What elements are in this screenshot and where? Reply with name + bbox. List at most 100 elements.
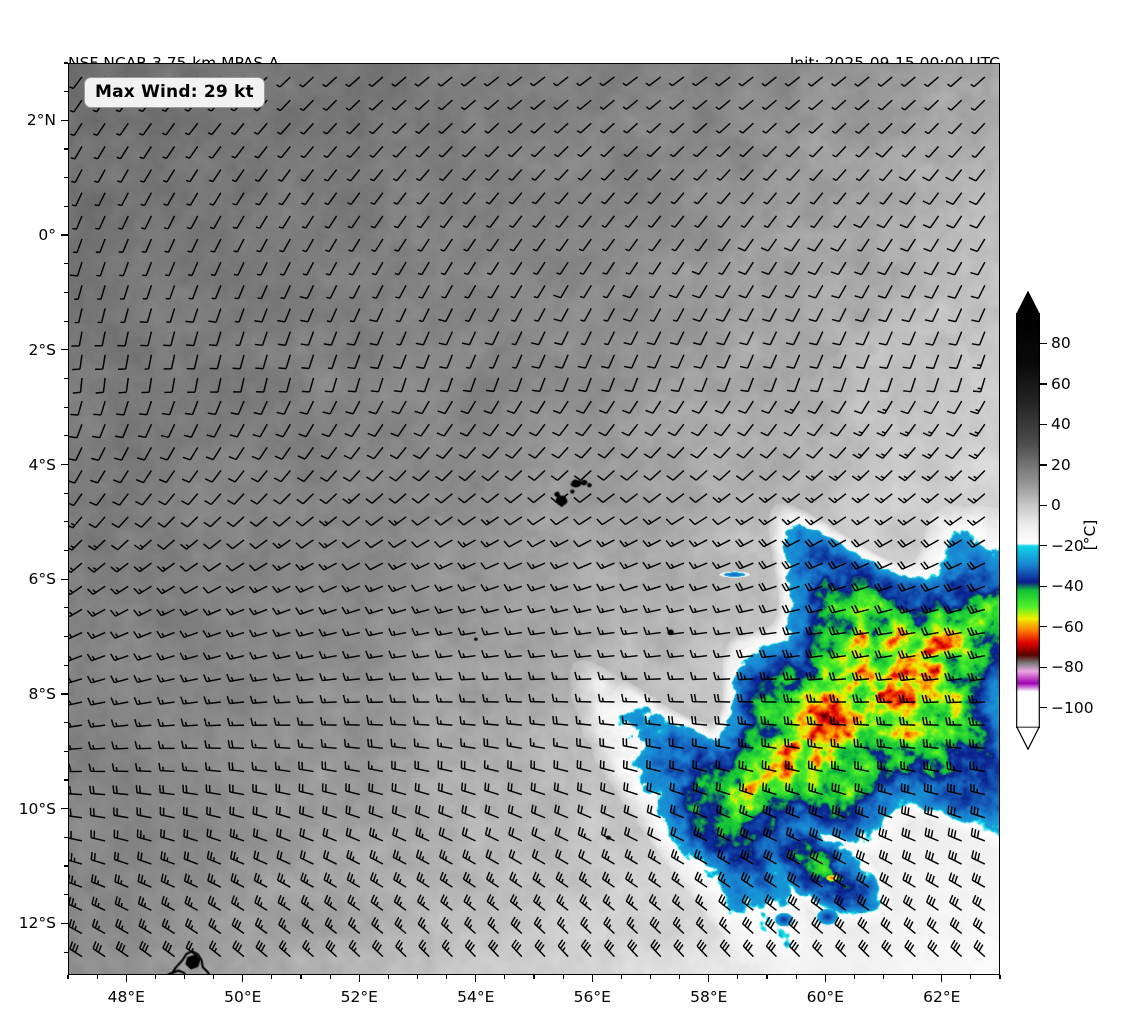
- colorbar-extend-max-arrow: [1015, 290, 1041, 315]
- colorbar-tick-label: 0: [1051, 496, 1061, 515]
- y-major-tick: [61, 349, 68, 351]
- x-tick-label: 50°E: [224, 988, 262, 1006]
- y-minor-tick: [64, 779, 68, 781]
- y-major-tick: [61, 693, 68, 695]
- colorbar-tick: [1040, 545, 1047, 547]
- y-tick-label: 2°S: [28, 340, 56, 359]
- y-minor-tick: [64, 750, 68, 752]
- y-minor-tick: [64, 406, 68, 408]
- y-minor-tick: [64, 951, 68, 953]
- y-tick-label: 12°S: [18, 914, 56, 933]
- y-tick-label: 6°S: [28, 570, 56, 589]
- y-major-tick: [61, 463, 68, 466]
- y-tick-label: 2°N: [26, 111, 56, 130]
- colorbar-tick: [1040, 666, 1047, 668]
- x-minor-tick: [999, 975, 1001, 979]
- y-minor-tick: [64, 836, 68, 838]
- y-tick-label: 8°S: [28, 684, 56, 703]
- colorbar-tick-label: 80: [1051, 334, 1071, 353]
- x-major-tick: [824, 975, 826, 982]
- y-minor-tick: [64, 263, 68, 265]
- colorbar-tick: [1040, 423, 1047, 426]
- y-minor-tick: [64, 177, 68, 179]
- map-plot-area[interactable]: Max Wind: 29 kt: [68, 63, 1000, 975]
- x-minor-tick: [679, 975, 681, 979]
- x-minor-tick: [300, 975, 302, 979]
- colorbar-tick-label: 20: [1051, 455, 1071, 474]
- y-minor-tick: [64, 62, 68, 64]
- x-major-tick: [125, 975, 127, 982]
- x-major-tick: [358, 975, 360, 982]
- x-tick-label: 62°E: [923, 988, 961, 1006]
- x-minor-tick: [882, 975, 885, 979]
- y-minor-tick: [64, 148, 68, 150]
- colorbar-tick-label: −80: [1051, 658, 1084, 677]
- colorbar-tick: [1040, 626, 1047, 628]
- colorbar[interactable]: [1015, 290, 1041, 751]
- x-minor-tick: [387, 975, 389, 979]
- x-major-tick: [708, 975, 710, 982]
- x-tick-label: 58°E: [690, 988, 728, 1006]
- colorbar-tick-label: 40: [1051, 415, 1071, 434]
- y-minor-tick: [64, 636, 68, 638]
- x-minor-tick: [154, 975, 156, 979]
- y-minor-tick: [64, 664, 68, 666]
- x-tick-label: 52°E: [340, 988, 378, 1006]
- y-minor-tick: [64, 377, 68, 379]
- x-major-tick: [941, 975, 943, 982]
- colorbar-tick-label: 60: [1051, 374, 1071, 393]
- y-minor-tick: [64, 607, 68, 609]
- x-minor-tick: [213, 975, 215, 979]
- x-minor-tick: [562, 975, 564, 979]
- x-minor-tick: [504, 975, 506, 979]
- x-minor-tick: [67, 975, 69, 979]
- x-minor-tick: [329, 975, 331, 979]
- x-minor-tick: [446, 975, 448, 979]
- y-tick-label: 4°S: [28, 455, 56, 474]
- x-major-tick: [475, 975, 477, 982]
- y-minor-tick: [64, 521, 68, 523]
- y-tick-label: 10°S: [18, 799, 56, 818]
- y-minor-tick: [64, 865, 68, 867]
- x-minor-tick: [183, 975, 186, 979]
- colorbar-tick-label: −20: [1051, 536, 1084, 555]
- x-major-tick: [591, 975, 593, 982]
- y-major-tick: [61, 922, 68, 925]
- colorbar-tick: [1040, 342, 1047, 345]
- colorbar-tick-label: −100: [1051, 698, 1094, 717]
- y-major-tick: [61, 119, 68, 122]
- colorbar-unit-label: [°C]: [1081, 519, 1099, 551]
- colorbar-tick: [1040, 504, 1047, 506]
- wind-barb-overlay: [69, 76, 986, 958]
- x-minor-tick: [912, 975, 914, 979]
- x-minor-tick: [795, 975, 797, 979]
- colorbar-tick: [1040, 585, 1047, 587]
- y-minor-tick: [64, 549, 68, 552]
- x-minor-tick: [649, 975, 652, 979]
- y-minor-tick: [64, 435, 68, 437]
- x-tick-label: 54°E: [457, 988, 495, 1006]
- x-minor-tick: [96, 975, 98, 979]
- max-wind-annotation: Max Wind: 29 kt: [84, 77, 265, 108]
- colorbar-tick-label: −60: [1051, 617, 1084, 636]
- y-minor-tick: [64, 91, 68, 93]
- y-minor-tick: [64, 722, 68, 724]
- brightness-temperature-raster: [69, 64, 999, 974]
- x-minor-tick: [853, 975, 855, 979]
- colorbar-tick: [1040, 383, 1047, 385]
- y-major-tick: [61, 578, 68, 580]
- colorbar-raster: [1016, 313, 1040, 728]
- x-tick-label: 48°E: [107, 988, 145, 1006]
- x-minor-tick: [533, 975, 535, 979]
- x-minor-tick: [737, 975, 739, 979]
- y-minor-tick: [64, 291, 68, 293]
- x-minor-tick: [416, 975, 419, 979]
- x-major-tick: [242, 975, 244, 982]
- y-tick-label: 0°: [38, 226, 56, 245]
- x-minor-tick: [620, 975, 622, 979]
- x-tick-label: 60°E: [806, 988, 844, 1006]
- y-minor-tick: [64, 205, 68, 207]
- y-minor-tick: [64, 894, 68, 896]
- colorbar-tick-label: −40: [1051, 577, 1084, 596]
